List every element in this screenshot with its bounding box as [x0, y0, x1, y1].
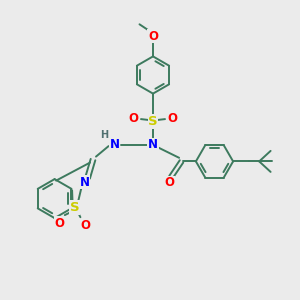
Text: N: N [110, 138, 120, 151]
Text: O: O [54, 217, 64, 230]
Text: O: O [148, 30, 158, 43]
Text: O: O [80, 219, 90, 232]
Text: O: O [167, 112, 178, 125]
Text: H: H [100, 130, 108, 140]
Text: O: O [164, 176, 175, 190]
Text: S: S [148, 115, 158, 128]
Text: S: S [70, 201, 79, 214]
Text: N: N [148, 138, 158, 151]
Text: N: N [80, 176, 90, 189]
Text: O: O [128, 112, 139, 125]
